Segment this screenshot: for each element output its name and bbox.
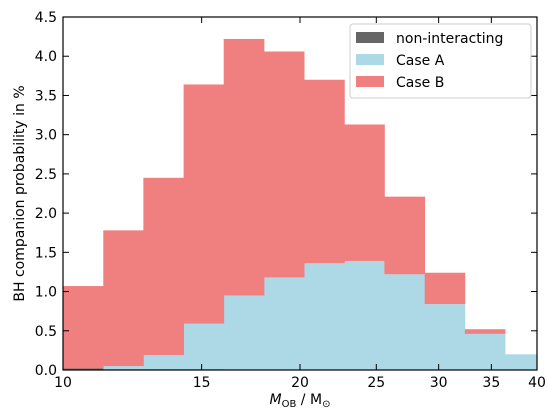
legend-label: Case B — [396, 75, 444, 91]
bar-case-a-9 — [424, 304, 466, 370]
bar-case-a-1 — [103, 366, 144, 370]
bar-case-b-8 — [384, 196, 426, 275]
y-tick-label: 0.0 — [35, 363, 57, 379]
x-tick-label: 35 — [482, 375, 500, 391]
bar-case-b-5 — [263, 51, 305, 278]
x-axis-label-rest: / M — [296, 392, 322, 408]
legend-swatch — [356, 32, 384, 43]
bar-case-a-5 — [263, 277, 305, 370]
bar-case-a-4 — [223, 295, 265, 370]
legend-label: Case A — [396, 53, 445, 69]
x-tick-label: 40 — [528, 375, 546, 391]
bar-case-a-10 — [464, 333, 506, 370]
x-tick-label: 10 — [54, 375, 72, 391]
x-tick-label: 20 — [291, 375, 309, 391]
y-tick-label: 4.0 — [35, 49, 57, 65]
y-axis-label: BH companion probability in % — [12, 85, 28, 301]
bar-case-b-4 — [223, 38, 265, 296]
y-tick-label: 3.0 — [35, 128, 57, 144]
x-axis-label-sun: ⊙ — [322, 399, 330, 410]
bar-case-b-1 — [103, 230, 144, 367]
bar-case-a-3 — [183, 323, 225, 370]
legend-box — [349, 23, 532, 99]
y-tick-label: 0.5 — [35, 324, 57, 340]
x-tick-label: 30 — [430, 375, 448, 391]
legend-swatch — [356, 76, 384, 87]
bar-case-a-2 — [143, 355, 185, 370]
x-axis-label-m: M — [270, 392, 282, 408]
x-axis-label: MOB / M⊙ — [270, 392, 331, 410]
x-tick-label: 15 — [193, 375, 211, 391]
x-axis-label-sub: OB — [282, 399, 297, 410]
bar-case-a-7 — [344, 260, 385, 370]
ticks-layer: 10 15 20 25 30 35 40 0.0 0.5 1.0 1.5 2.0 2.5 3.0 3.5 4.… — [35, 10, 546, 391]
legend-label: non-interacting — [396, 31, 503, 47]
bars-layer — [63, 38, 538, 370]
bar-case-b-0 — [63, 286, 104, 369]
bar-case-b-7 — [344, 124, 385, 261]
legend-swatch — [356, 54, 384, 65]
y-tick-label: 4.5 — [35, 10, 57, 26]
y-tick-label: 2.5 — [35, 167, 57, 183]
bar-case-b-2 — [143, 177, 185, 356]
y-tick-label: 1.0 — [35, 285, 57, 301]
bar-case-a-11 — [505, 354, 538, 370]
bar-case-b-10 — [464, 329, 506, 334]
y-tick-label: 2.0 — [35, 206, 57, 222]
bar-case-b-3 — [183, 84, 225, 324]
bar-case-b-6 — [304, 79, 345, 264]
bar-non-interacting-0 — [63, 368, 104, 370]
x-tick-label: 25 — [367, 375, 385, 391]
legend: non-interacting Case A Case B — [349, 23, 532, 99]
y-tick-label: 3.5 — [35, 88, 57, 104]
bar-case-b-9 — [424, 272, 466, 305]
bar-case-a-6 — [304, 263, 345, 370]
bar-case-a-8 — [384, 274, 426, 370]
y-tick-label: 1.5 — [35, 245, 57, 261]
